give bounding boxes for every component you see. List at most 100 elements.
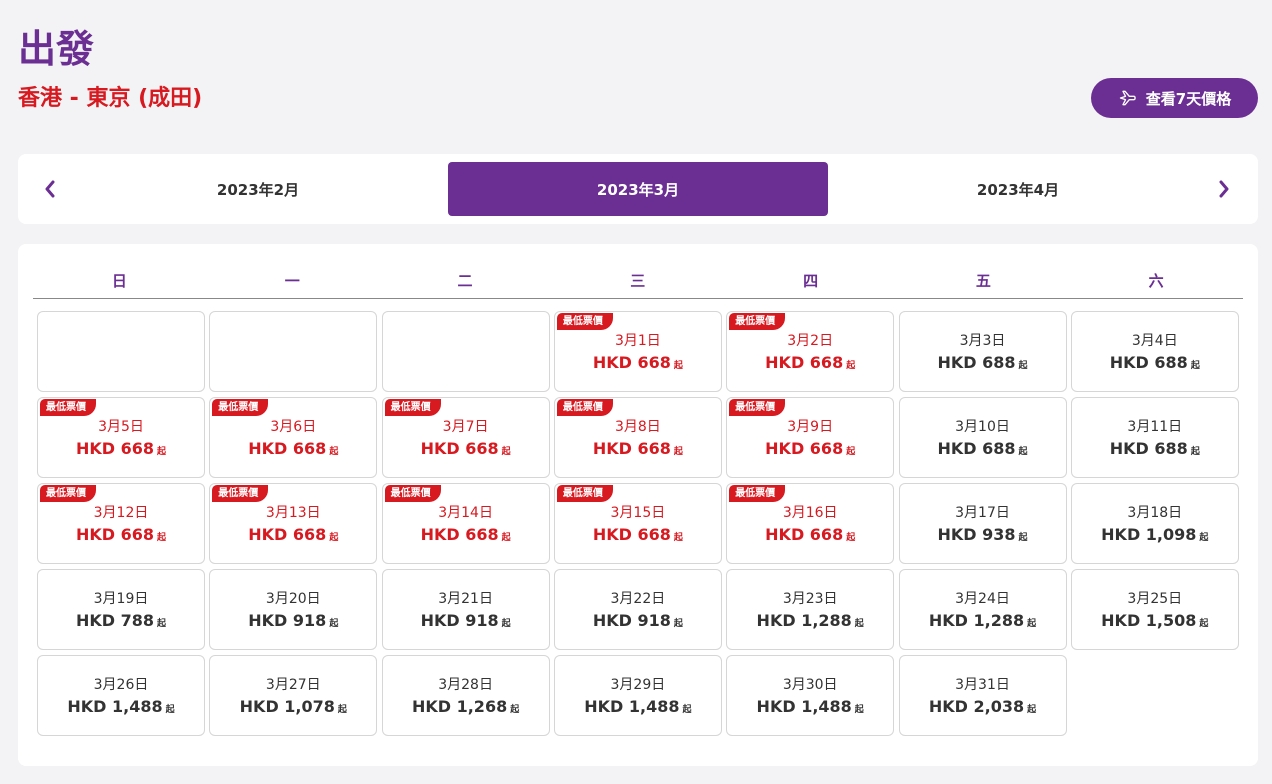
day-cell[interactable]: 最低票價 3月15日 HKD 668 起	[553, 483, 722, 564]
day-date: 3月1日	[614, 333, 661, 349]
day-cell[interactable]: 最低票價 3月14日 HKD 668 起	[381, 483, 550, 564]
day-price: HKD 668 起	[727, 353, 893, 376]
price-from-label: 起	[157, 619, 167, 629]
price-from-label: 起	[1199, 533, 1209, 543]
day-price: HKD 668 起	[555, 525, 721, 548]
price-from-label: 起	[682, 705, 692, 715]
day-cell[interactable]: 3月26日 HKD 1,488 起	[37, 655, 205, 736]
price-amount: HKD 668	[765, 353, 844, 372]
day-cell[interactable]: 3月24日 HKD 1,288 起	[898, 569, 1067, 650]
day-cell[interactable]: 最低票價 3月9日 HKD 668 起	[726, 397, 895, 478]
route-label: 香港 - 東京 (成田)	[18, 86, 203, 111]
day-price: HKD 1,508 起	[1072, 611, 1238, 634]
day-cell[interactable]: 3月23日 HKD 1,288 起	[726, 569, 895, 650]
lowest-fare-badge: 最低票價	[556, 399, 613, 416]
day-cell[interactable]: 最低票價 3月12日 HKD 668 起	[37, 483, 205, 564]
weekday-tue: 二	[457, 272, 473, 290]
day-cell[interactable]: 3月20日 HKD 918 起	[209, 569, 378, 650]
day-cell[interactable]: 3月11日 HKD 688 起	[1070, 397, 1239, 478]
lowest-fare-badge: 最低票價	[556, 485, 613, 502]
price-from-label: 起	[673, 619, 683, 629]
day-price: HKD 1,488 起	[38, 697, 204, 720]
price-amount: HKD 1,508	[1101, 611, 1197, 630]
day-cell[interactable]: 3月29日 HKD 1,488 起	[553, 655, 722, 736]
day-price: HKD 668 起	[727, 525, 893, 548]
day-cell[interactable]: 3月22日 HKD 918 起	[553, 569, 722, 650]
lowest-fare-badge: 最低票價	[40, 399, 96, 416]
price-amount: HKD 788	[75, 611, 155, 630]
day-cell[interactable]: 最低票價 3月7日 HKD 668 起	[381, 397, 550, 478]
day-cell[interactable]: 最低票價 3月5日 HKD 668 起	[37, 397, 205, 478]
day-price: HKD 1,098 起	[1072, 525, 1238, 548]
day-cell[interactable]: 3月19日 HKD 788 起	[37, 569, 205, 650]
price-amount: HKD 668	[420, 525, 499, 544]
price-from-label: 起	[501, 533, 511, 543]
month-tab-apr[interactable]: 2023年4月	[976, 180, 1060, 199]
day-date: 3月22日	[610, 591, 666, 607]
day-cell[interactable]: 最低票價 3月6日 HKD 668 起	[209, 397, 378, 478]
price-amount: HKD 668	[765, 439, 844, 458]
day-cell[interactable]: 3月31日 HKD 2,038 起	[898, 655, 1067, 736]
lowest-fare-badge: 最低票價	[384, 399, 441, 416]
day-date: 3月26日	[93, 677, 149, 693]
price-from-label: 起	[673, 361, 683, 371]
price-from-label: 起	[157, 533, 167, 543]
day-price: HKD 668 起	[210, 525, 376, 548]
day-cell[interactable]: 最低票價 3月1日 HKD 668 起	[553, 311, 722, 392]
month-selector: 2023年2月 2023年3月 2023年4月	[18, 154, 1258, 224]
day-price: HKD 668 起	[727, 439, 893, 462]
price-amount: HKD 1,288	[928, 611, 1025, 630]
day-cell[interactable]: 3月27日 HKD 1,078 起	[209, 655, 378, 736]
day-cell[interactable]: 3月18日 HKD 1,098 起	[1070, 483, 1239, 564]
price-from-label: 起	[1190, 361, 1200, 371]
empty-day-cell	[381, 311, 550, 392]
month-tab-mar[interactable]: 2023年3月	[448, 162, 828, 216]
weekday-wed: 三	[630, 272, 646, 290]
day-cell[interactable]: 最低票價 3月8日 HKD 668 起	[553, 397, 722, 478]
view-7-day-prices-label: 查看7天價格	[1145, 89, 1232, 108]
day-cell[interactable]: 3月17日 HKD 938 起	[898, 483, 1067, 564]
price-amount: HKD 668	[75, 439, 155, 458]
price-amount: HKD 1,098	[1101, 525, 1197, 544]
day-cell[interactable]: 最低票價 3月13日 HKD 668 起	[209, 483, 378, 564]
weekday-mon: 一	[284, 272, 300, 290]
weekday-sat: 六	[1148, 272, 1164, 290]
day-date: 3月15日	[610, 505, 666, 521]
lowest-fare-badge: 最低票價	[729, 313, 786, 330]
prev-month-button[interactable]	[38, 176, 62, 202]
price-from-label: 起	[1018, 447, 1028, 457]
weekday-fri: 五	[975, 272, 991, 290]
day-cell[interactable]: 最低票價 3月16日 HKD 668 起	[726, 483, 895, 564]
price-from-label: 起	[329, 619, 339, 629]
weekday-header: 日 一 二 三 四 五 六	[33, 262, 1243, 299]
day-date: 3月7日	[442, 419, 489, 435]
day-cell[interactable]: 3月10日 HKD 688 起	[898, 397, 1067, 478]
day-cell[interactable]: 3月30日 HKD 1,488 起	[726, 655, 895, 736]
day-price: HKD 668 起	[38, 439, 204, 462]
weekday-thu: 四	[803, 272, 819, 290]
day-cell[interactable]: 3月21日 HKD 918 起	[381, 569, 550, 650]
lowest-fare-badge: 最低票價	[40, 485, 96, 502]
price-amount: HKD 688	[1109, 353, 1188, 372]
price-from-label: 起	[337, 705, 347, 715]
month-tab-feb[interactable]: 2023年2月	[216, 180, 300, 199]
price-amount: HKD 668	[75, 525, 155, 544]
day-price: HKD 918 起	[383, 611, 549, 634]
day-price: HKD 668 起	[210, 439, 376, 462]
lowest-fare-badge: 最低票價	[556, 313, 613, 330]
day-price: HKD 788 起	[38, 611, 204, 634]
day-cell[interactable]: 3月28日 HKD 1,268 起	[381, 655, 550, 736]
day-price: HKD 1,078 起	[210, 697, 376, 720]
price-from-label: 起	[673, 447, 683, 457]
day-date: 3月5日	[98, 419, 144, 435]
view-7-day-prices-button[interactable]: 查看7天價格	[1091, 78, 1258, 118]
day-date: 3月2日	[787, 333, 834, 349]
price-amount: HKD 918	[592, 611, 671, 630]
price-amount: HKD 1,078	[239, 697, 335, 716]
day-cell[interactable]: 3月4日 HKD 688 起	[1070, 311, 1239, 392]
day-cell[interactable]: 3月25日 HKD 1,508 起	[1070, 569, 1239, 650]
day-cell[interactable]: 最低票價 3月2日 HKD 668 起	[726, 311, 895, 392]
day-cell[interactable]: 3月3日 HKD 688 起	[898, 311, 1067, 392]
next-month-button[interactable]	[1212, 176, 1236, 202]
day-date: 3月12日	[93, 505, 149, 521]
